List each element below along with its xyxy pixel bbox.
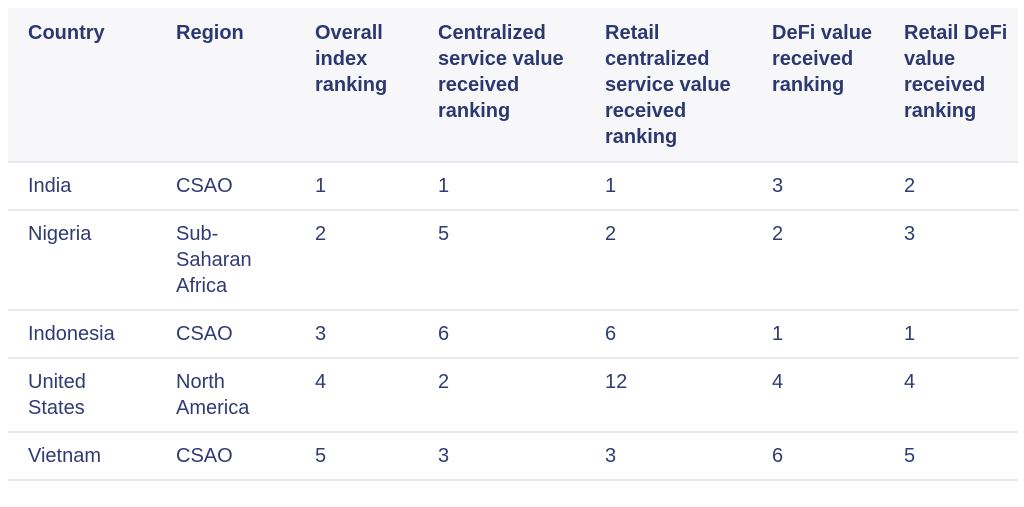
- cell-region: North America: [156, 358, 295, 433]
- cell-country: Indonesia: [8, 310, 156, 359]
- country-ranking-table: Country Region Overall index ranking Cen…: [8, 8, 1018, 481]
- cell-retail-defi-rank: 4: [884, 358, 1018, 433]
- cell-retail-centralized-rank: 6: [585, 310, 752, 359]
- cell-country: India: [8, 162, 156, 211]
- cell-region: CSAO: [156, 162, 295, 211]
- header-country: Country: [8, 8, 156, 163]
- cell-centralized-rank: 6: [418, 310, 585, 359]
- table-row: Indonesia CSAO 3 6 6 1 1: [8, 310, 1018, 359]
- header-overall-index-ranking: Overall index ranking: [295, 8, 418, 163]
- cell-retail-centralized-rank: 12: [585, 358, 752, 433]
- cell-centralized-rank: 5: [418, 210, 585, 311]
- cell-centralized-rank: 1: [418, 162, 585, 211]
- cell-defi-rank: 1: [752, 310, 884, 359]
- cell-retail-defi-rank: 1: [884, 310, 1018, 359]
- table-row: United States North America 4 2 12 4 4: [8, 358, 1018, 433]
- table-body: India CSAO 1 1 1 3 2 Nigeria Sub-Saharan…: [8, 162, 1018, 481]
- cell-overall-rank: 5: [295, 432, 418, 481]
- table-header: Country Region Overall index ranking Cen…: [8, 8, 1018, 163]
- header-defi-ranking: DeFi value received ranking: [752, 8, 884, 163]
- cell-defi-rank: 3: [752, 162, 884, 211]
- cell-region: Sub-Saharan Africa: [156, 210, 295, 311]
- cell-retail-defi-rank: 2: [884, 162, 1018, 211]
- cell-retail-centralized-rank: 1: [585, 162, 752, 211]
- cell-region: CSAO: [156, 432, 295, 481]
- header-retail-centralized-service-ranking: Retail centralized service value receive…: [585, 8, 752, 163]
- cell-country: Nigeria: [8, 210, 156, 311]
- cell-overall-rank: 3: [295, 310, 418, 359]
- ranking-table-container: Country Region Overall index ranking Cen…: [8, 8, 1018, 481]
- header-centralized-service-ranking: Centralized service value received ranki…: [418, 8, 585, 163]
- cell-defi-rank: 6: [752, 432, 884, 481]
- cell-retail-centralized-rank: 3: [585, 432, 752, 481]
- table-row: Vietnam CSAO 5 3 3 6 5: [8, 432, 1018, 481]
- cell-centralized-rank: 2: [418, 358, 585, 433]
- cell-defi-rank: 2: [752, 210, 884, 311]
- cell-overall-rank: 1: [295, 162, 418, 211]
- cell-country: United States: [8, 358, 156, 433]
- cell-overall-rank: 4: [295, 358, 418, 433]
- header-row: Country Region Overall index ranking Cen…: [8, 8, 1018, 163]
- cell-country: Vietnam: [8, 432, 156, 481]
- header-retail-defi-ranking: Retail DeFi value received ranking: [884, 8, 1018, 163]
- header-region: Region: [156, 8, 295, 163]
- cell-region: CSAO: [156, 310, 295, 359]
- table-row: India CSAO 1 1 1 3 2: [8, 162, 1018, 211]
- cell-overall-rank: 2: [295, 210, 418, 311]
- table-row: Nigeria Sub-Saharan Africa 2 5 2 2 3: [8, 210, 1018, 311]
- cell-centralized-rank: 3: [418, 432, 585, 481]
- cell-retail-defi-rank: 5: [884, 432, 1018, 481]
- cell-retail-centralized-rank: 2: [585, 210, 752, 311]
- cell-retail-defi-rank: 3: [884, 210, 1018, 311]
- cell-defi-rank: 4: [752, 358, 884, 433]
